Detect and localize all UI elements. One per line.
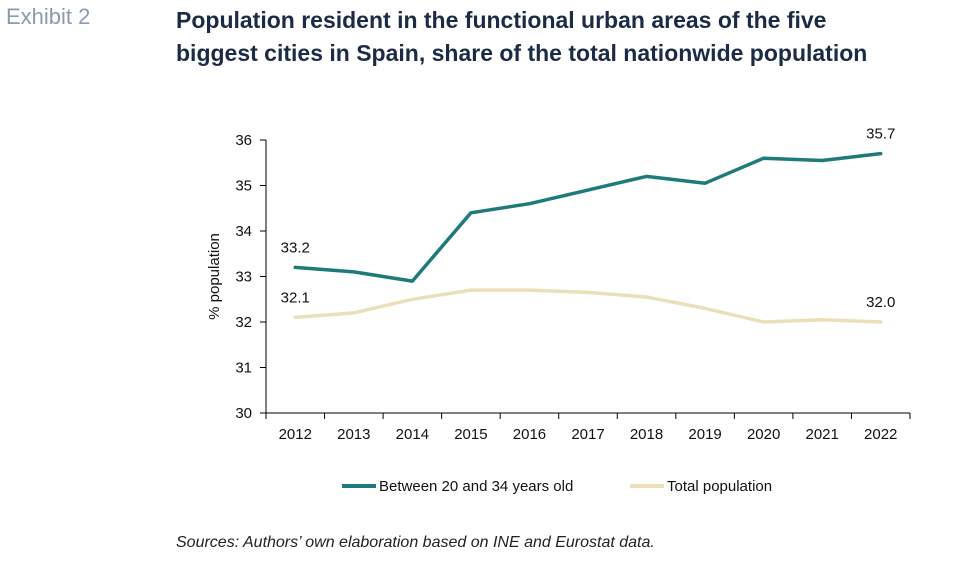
x-tick-label: 2019 [688, 426, 721, 443]
chart-title-line2: biggest cities in Spain, share of the to… [176, 40, 868, 66]
y-tick-label: 30 [235, 405, 252, 422]
y-axis-label: % population [206, 233, 223, 320]
data-label: 35.7 [866, 126, 895, 143]
data-label: 33.2 [281, 239, 310, 256]
exhibit-label: Exhibit 2 [6, 4, 91, 29]
chart-legend: Between 20 and 34 years old Total populat… [342, 478, 772, 495]
x-tick-label: 2022 [864, 426, 897, 443]
y-tick-label: 31 [235, 360, 252, 377]
chart-axes: 30 31 32 33 34 35 36 2012 2013 2014 2015 2016 2017 20… [206, 132, 911, 443]
chart-title: Population resident in the functional ur… [176, 4, 966, 70]
x-tick-label: 2014 [396, 426, 429, 443]
x-tick-label: 2015 [454, 426, 487, 443]
chart-data-labels: 33.2 35.7 32.1 32.0 [281, 126, 896, 311]
x-tick-label: 2017 [571, 426, 604, 443]
x-tick-label: 2016 [513, 426, 546, 443]
series-line-0 [293, 151, 883, 283]
data-label: 32.0 [866, 294, 895, 311]
x-tick-label: 2012 [279, 426, 312, 443]
chart-lines [293, 151, 883, 324]
y-tick-label: 32 [235, 314, 252, 331]
y-tick-label: 35 [235, 178, 252, 195]
chart-title-line1: Population resident in the functional ur… [176, 7, 827, 33]
x-tick-label: 2020 [747, 426, 780, 443]
x-tick-label: 2018 [630, 426, 663, 443]
x-tick-label: 2013 [337, 426, 370, 443]
series-line-1 [293, 288, 883, 324]
data-label: 32.1 [281, 289, 310, 306]
y-tick-label: 33 [235, 269, 252, 286]
legend-label-1: Total population [667, 478, 772, 495]
y-tick-label: 34 [235, 223, 252, 240]
x-tick-label: 2021 [805, 426, 838, 443]
source-note: Sources: Authors’ own elaboration based … [176, 534, 655, 551]
y-tick-label: 36 [235, 132, 252, 149]
legend-label-0: Between 20 and 34 years old [379, 478, 573, 495]
